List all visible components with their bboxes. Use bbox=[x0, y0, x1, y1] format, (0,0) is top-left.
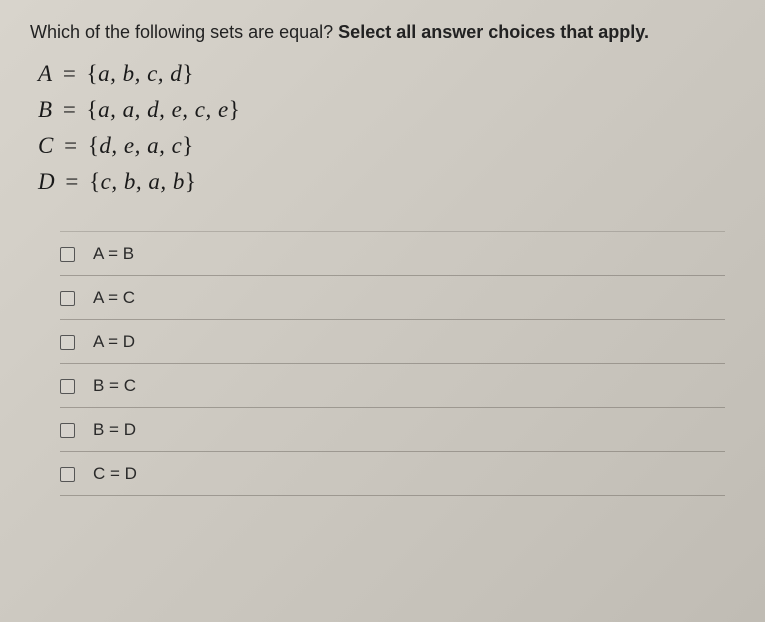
option-row-a-eq-c[interactable]: A = C bbox=[60, 276, 725, 320]
checkbox-icon[interactable] bbox=[60, 335, 75, 350]
question-prompt-text: Which of the following sets are equal? bbox=[30, 22, 338, 42]
option-label: A = C bbox=[93, 288, 135, 308]
set-variable: A bbox=[38, 61, 53, 86]
option-row-b-eq-c[interactable]: B = C bbox=[60, 364, 725, 408]
answer-options: A = B A = C A = D B = C B = D C = D bbox=[60, 231, 725, 496]
option-label: B = D bbox=[93, 420, 136, 440]
set-elements: a, a, d, e, c, e bbox=[98, 97, 229, 122]
option-label: C = D bbox=[93, 464, 137, 484]
set-definitions: A = {a, b, c, d} B = {a, a, d, e, c, e} … bbox=[38, 61, 735, 195]
checkbox-icon[interactable] bbox=[60, 247, 75, 262]
option-row-a-eq-b[interactable]: A = B bbox=[60, 231, 725, 276]
set-elements: a, b, c, d bbox=[98, 61, 182, 86]
option-label: A = D bbox=[93, 332, 135, 352]
checkbox-icon[interactable] bbox=[60, 379, 75, 394]
set-variable: B bbox=[38, 97, 53, 122]
set-definition-d: D = {c, b, a, b} bbox=[38, 169, 735, 195]
option-label: B = C bbox=[93, 376, 136, 396]
checkbox-icon[interactable] bbox=[60, 291, 75, 306]
set-elements: c, b, a, b bbox=[101, 169, 185, 194]
option-label: A = B bbox=[93, 244, 134, 264]
question-prompt: Which of the following sets are equal? S… bbox=[30, 22, 735, 43]
checkbox-icon[interactable] bbox=[60, 423, 75, 438]
checkbox-icon[interactable] bbox=[60, 467, 75, 482]
option-row-b-eq-d[interactable]: B = D bbox=[60, 408, 725, 452]
set-variable: C bbox=[38, 133, 54, 158]
set-definition-b: B = {a, a, d, e, c, e} bbox=[38, 97, 735, 123]
question-prompt-bold: Select all answer choices that apply. bbox=[338, 22, 649, 42]
set-elements: d, e, a, c bbox=[99, 133, 182, 158]
set-variable: D bbox=[38, 169, 55, 194]
option-row-c-eq-d[interactable]: C = D bbox=[60, 452, 725, 496]
set-definition-a: A = {a, b, c, d} bbox=[38, 61, 735, 87]
set-definition-c: C = {d, e, a, c} bbox=[38, 133, 735, 159]
option-row-a-eq-d[interactable]: A = D bbox=[60, 320, 725, 364]
